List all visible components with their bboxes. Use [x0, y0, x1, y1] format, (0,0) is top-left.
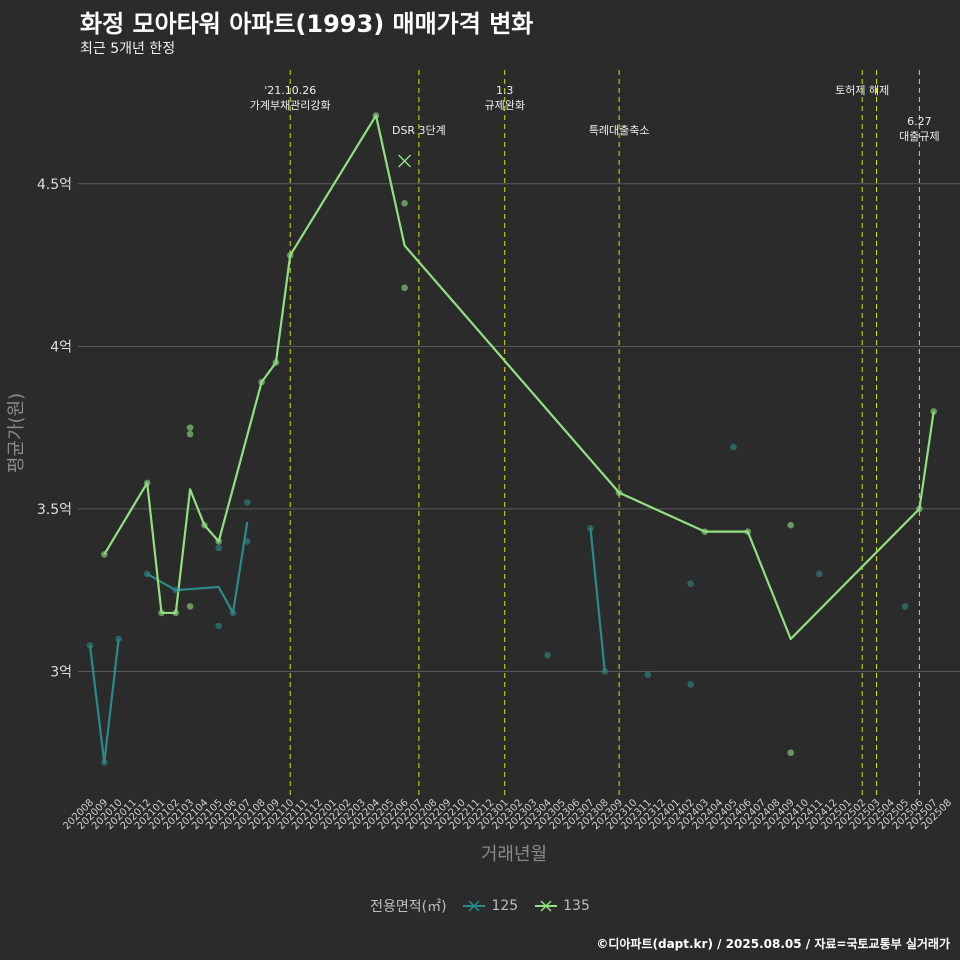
- series-line-125: [146, 521, 249, 615]
- data-point-125: [172, 586, 180, 594]
- legend-key-125: 125: [461, 898, 518, 914]
- data-point-125: [244, 499, 251, 506]
- data-point-135: [172, 609, 180, 617]
- data-point-135: [916, 505, 923, 513]
- data-point-125: [101, 759, 108, 766]
- event-label: 토허제 해제: [835, 83, 889, 97]
- y-tick-labels: 3억 3.5억 4억 4.5억: [37, 177, 72, 681]
- data-point-125: [244, 538, 251, 545]
- event-label: 6.27 대출규제: [899, 115, 939, 143]
- data-point-135: [401, 199, 408, 207]
- series-line-135: [103, 114, 935, 641]
- data-point-135: [272, 359, 280, 366]
- data-point-125: [601, 668, 609, 675]
- data-point-135: [701, 528, 709, 535]
- y-tick-label: 4.5억: [37, 177, 72, 193]
- data-point-135: [787, 521, 794, 529]
- data-point-125: [730, 443, 737, 451]
- event-label: '21.10.26 가계부채관리강화: [250, 84, 331, 112]
- x-axis-label: 거래년월: [481, 844, 547, 865]
- data-point-135: [201, 521, 208, 529]
- data-point-125: [687, 681, 694, 688]
- data-point-135: [143, 479, 151, 487]
- data-point-125: [86, 642, 94, 649]
- data-point-135: [615, 489, 623, 496]
- data-point-135: [186, 603, 194, 610]
- data-point-135: [158, 609, 165, 617]
- data-point-125: [587, 525, 594, 532]
- legend-title: 전용면적(㎡): [370, 899, 447, 915]
- y-axis-label: 평균가(원): [6, 393, 27, 473]
- legend-swatch-135: [534, 900, 557, 912]
- data-point-135: [101, 551, 108, 558]
- chart-title: 화정 모아타워 아파트(1993) 매매가격 변화: [80, 10, 534, 38]
- data-point-135: [215, 538, 222, 545]
- y-tick-label: 4억: [50, 339, 72, 355]
- data-point-125: [901, 603, 909, 610]
- x-tick-labels: 2020082020092020102020112020122021012021…: [61, 797, 954, 832]
- data-point-135: [258, 378, 265, 386]
- data-point-125: [215, 544, 222, 552]
- series-line-125: [589, 528, 606, 672]
- data-point-125: [229, 609, 237, 617]
- chart-subtitle: 최근 5개년 한정: [80, 41, 176, 57]
- legend-label-125: 125: [491, 898, 519, 914]
- event-label: DSR 3단계: [392, 124, 446, 137]
- data-point-135: [286, 252, 294, 259]
- data-point-125: [215, 622, 222, 630]
- data-point-125: [143, 570, 151, 578]
- legend-label-135: 135: [563, 898, 590, 914]
- event-label: 특례대출축소: [589, 124, 650, 137]
- data-point-135: [930, 408, 937, 415]
- event-label: 1.3 규제완화: [484, 84, 524, 112]
- data-point-125: [687, 580, 694, 587]
- data-point-135: [401, 284, 408, 292]
- data-point-135: [186, 430, 194, 438]
- data-point-125: [115, 635, 122, 643]
- cancelled-stroke: [398, 154, 412, 168]
- data-point-125: [816, 570, 823, 578]
- data-point-125: [544, 651, 551, 659]
- source-caption: ©디아파트(dapt.kr) / 2025.08.05 / 자료=국토교통부 실…: [596, 937, 950, 951]
- series-lines: [88, 114, 935, 764]
- cancelled-mark-135: [398, 154, 412, 168]
- data-point-135: [186, 424, 194, 431]
- legend-key-135: 135: [533, 898, 590, 914]
- data-point-135: [372, 112, 380, 119]
- data-point-125: [644, 671, 651, 679]
- y-tick-label: 3.5억: [37, 502, 72, 518]
- data-point-135: [787, 749, 794, 757]
- y-tick-label: 3억: [50, 664, 72, 680]
- y-gridlines: [78, 183, 960, 672]
- legend-swatch-125: [463, 900, 486, 912]
- series-line-125: [88, 638, 120, 764]
- series-points: [86, 112, 937, 766]
- legend: 전용면적(㎡) 125 135: [0, 896, 960, 916]
- data-point-135: [744, 528, 752, 535]
